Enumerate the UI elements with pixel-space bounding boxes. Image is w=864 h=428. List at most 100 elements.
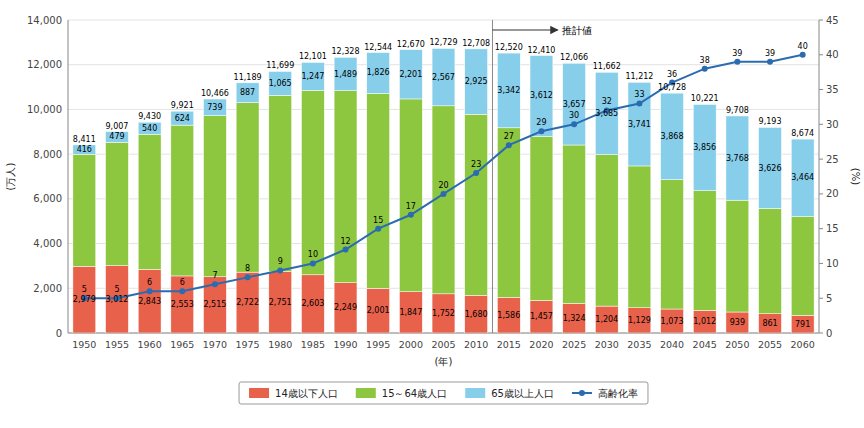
total-label: 12,708: [462, 39, 490, 48]
bar-segment: [726, 200, 749, 312]
bar-data-label: 3,342: [497, 86, 520, 95]
legend-swatch: [465, 388, 485, 398]
bar-segment: [530, 56, 553, 137]
bar-segment: [334, 283, 357, 333]
bar-segment: [73, 145, 96, 154]
line-data-label: 15: [373, 216, 383, 225]
bar-segment: [171, 111, 194, 125]
bar-data-label: 3,741: [628, 120, 651, 129]
bar-segment: [726, 116, 749, 200]
bar-segment: [628, 82, 651, 166]
bar-data-label: 624: [175, 114, 190, 123]
total-label: 12,520: [495, 43, 523, 52]
bar-segment: [465, 295, 488, 333]
x-tick-label: 1985: [301, 339, 325, 350]
bar-data-label: 2,925: [465, 77, 488, 86]
line-marker: [441, 191, 447, 197]
bar-segment: [563, 303, 586, 333]
line-marker: [734, 59, 740, 65]
line-data-label: 9: [278, 257, 283, 266]
bar-segment: [236, 103, 259, 272]
bar-segment: [432, 294, 455, 333]
bar-segment: [236, 83, 259, 103]
bar-data-label: 1,826: [367, 68, 390, 77]
total-label: 9,007: [106, 122, 129, 131]
line-data-label: 7: [212, 271, 217, 280]
y-axis-title: (万人): [5, 163, 16, 191]
bar-data-label: 2,567: [432, 73, 455, 82]
y2-tick: [819, 263, 823, 264]
bar-segment: [595, 306, 618, 333]
bar-data-label: 739: [207, 103, 222, 112]
line-marker: [408, 212, 414, 218]
total-label: 8,674: [791, 129, 814, 138]
bar-segment: [106, 142, 129, 265]
x-tick-label: 2025: [562, 339, 586, 350]
x-tick-label: 1980: [268, 339, 292, 350]
axes: 02,0004,0006,0008,00010,00012,00014,0000…: [5, 15, 861, 368]
bar-segment: [106, 266, 129, 333]
bar-segment: [73, 266, 96, 333]
x-tick-label: 2045: [693, 339, 717, 350]
total-label: 12,544: [364, 43, 392, 52]
x-tick-label: 2035: [627, 339, 651, 350]
line-data-label: 5: [82, 285, 87, 294]
bar-segment: [661, 180, 684, 309]
total-label: 10,466: [201, 89, 229, 98]
line-data-label: 29: [536, 118, 546, 127]
bar-data-label: 1,204: [595, 315, 618, 324]
x-tick-label: 2040: [660, 339, 684, 350]
y-tick-label: 14,000: [27, 15, 62, 26]
bar-segment: [171, 125, 194, 276]
bar-data-label: 1,129: [628, 316, 651, 325]
y2-tick: [819, 159, 823, 160]
y2-axis-line: [819, 20, 820, 333]
bar-data-label: 479: [109, 132, 124, 141]
line-data-label: 40: [798, 42, 808, 51]
y2-tick-label: 0: [826, 328, 832, 339]
bar-segment: [693, 104, 716, 190]
line: [84, 55, 802, 298]
y-axis-line: [68, 20, 69, 333]
line-data-label: 39: [765, 49, 775, 58]
line-marker: [767, 59, 773, 65]
line-data-label: 30: [569, 111, 579, 120]
bar-segment: [791, 217, 814, 316]
x-tick-label: 2020: [529, 339, 553, 350]
legend-swatch: [356, 388, 376, 398]
legend-marker: [579, 390, 585, 396]
bar-segment: [204, 99, 227, 116]
bar-segment: [791, 315, 814, 333]
total-label: 10,221: [691, 94, 719, 103]
bar-data-label: 1,012: [693, 317, 716, 326]
y2-tick: [819, 228, 823, 229]
bar-segment: [497, 53, 520, 128]
forecast-arrow: [492, 29, 557, 30]
line-marker: [375, 226, 381, 232]
bar-data-label: 1,073: [661, 317, 684, 326]
bar-data-label: 3,012: [106, 295, 129, 304]
bar-data-label: 2,001: [367, 306, 390, 315]
x-tick-label: 2010: [464, 339, 488, 350]
bar-segment: [301, 275, 324, 333]
line-marker: [506, 142, 512, 148]
total-label: 12,328: [332, 47, 360, 56]
bar-segment: [530, 136, 553, 300]
y2-tick-label: 25: [826, 154, 839, 165]
bar-data-label: 887: [240, 88, 255, 97]
x-tick-label: 2015: [497, 339, 521, 350]
x-tick-label: 2060: [791, 339, 815, 350]
y2-tick: [819, 193, 823, 194]
bar-segment: [367, 288, 390, 333]
total-label: 8,411: [73, 135, 96, 144]
line-marker: [212, 281, 218, 287]
grid-line: [68, 20, 819, 21]
legend-label: 高齢化率: [598, 388, 638, 399]
bar-data-label: 1,489: [334, 70, 357, 79]
bar-segment: [465, 114, 488, 295]
bar-data-label: 939: [730, 318, 745, 327]
bar-data-label: 1,457: [530, 312, 553, 321]
line-data-label: 36: [667, 70, 677, 79]
bar-data-label: 2,249: [334, 303, 357, 312]
bar-segment: [432, 48, 455, 105]
